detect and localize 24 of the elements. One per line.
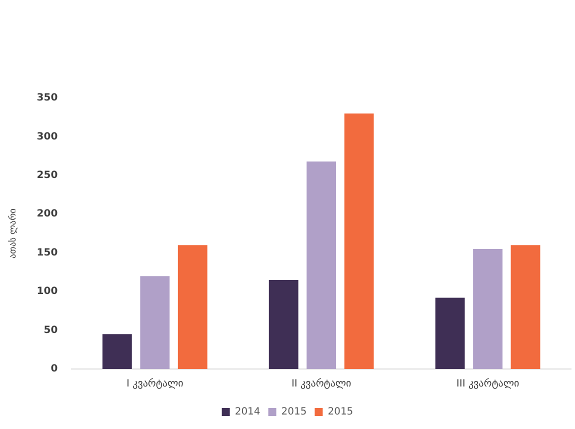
y-axis-title: ათას ლარი	[8, 208, 19, 258]
y-tick-label: 300	[36, 131, 58, 142]
bar	[268, 280, 298, 369]
y-tick-label: 50	[44, 324, 58, 336]
y-tick-label: 250	[36, 170, 58, 182]
x-tick-label: III კვარტალი	[456, 378, 520, 390]
x-tick-label: I კვარტალი	[126, 378, 184, 390]
bar	[140, 276, 170, 369]
y-tick-label: 0	[50, 364, 58, 375]
y-tick-label: 350	[36, 92, 58, 104]
bar	[102, 334, 132, 369]
bar	[178, 245, 208, 369]
legend-label: 2015	[328, 406, 354, 418]
y-tick-label: 100	[36, 286, 58, 298]
y-tick-label: 150	[36, 247, 58, 258]
bar	[473, 248, 502, 369]
x-tick-label: II კვარტალი	[291, 378, 352, 390]
legend-label: 2015	[281, 406, 307, 418]
bar	[306, 161, 336, 369]
y-tick-label: 200	[36, 208, 58, 220]
legend-label: 2014	[234, 406, 260, 418]
bar	[510, 245, 540, 369]
bar	[435, 298, 465, 369]
bar	[344, 113, 374, 369]
